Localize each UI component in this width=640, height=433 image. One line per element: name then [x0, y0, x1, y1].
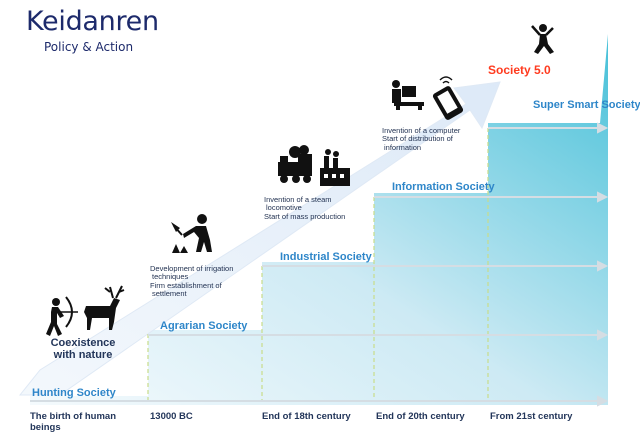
era-label-hunting: Hunting Society	[32, 387, 116, 399]
description-line: settlement	[152, 289, 187, 299]
information-description: Invention of a computer Start of distrib…	[382, 126, 461, 152]
computer-user-icon	[392, 80, 424, 110]
description-line: Invention of a steam	[264, 195, 332, 204]
description-line: Firm establishment of	[150, 280, 222, 290]
agrarian-description: Development of irrigation techniques Fir…	[150, 264, 234, 299]
era-dividers	[147, 128, 489, 400]
archer-icon	[46, 296, 78, 336]
stair-background	[30, 34, 608, 405]
era-label-super-smart: Super Smart Society	[533, 99, 640, 111]
era-label-industrial: Industrial Society	[280, 251, 372, 263]
farmer-icon	[171, 214, 212, 253]
smartphone-icon	[432, 76, 464, 120]
coexistence-label: Coexistence with nature	[50, 337, 116, 361]
industrial-description: Invention of a steam locomotive Start of…	[264, 195, 346, 221]
progress-arrow	[18, 81, 501, 396]
era-label-agrarian: Agrarian Society	[160, 320, 248, 332]
description-line: Development of irrigation	[150, 264, 234, 273]
description-line: techniques	[152, 272, 189, 282]
timeline-label-origin: The birth of human beings	[30, 411, 117, 433]
era-label-society-5: Society 5.0	[488, 63, 551, 77]
era-label-information: Information Society	[392, 181, 495, 193]
description-line: Start of distribution of	[382, 134, 453, 144]
description-line: locomotive	[266, 203, 302, 213]
description-line: Start of mass production	[264, 211, 346, 221]
jumping-person-icon	[531, 24, 554, 54]
timeline-label-18th-century: End of 18th century	[262, 411, 351, 422]
timeline-label-21st-century: From 21st century	[490, 411, 573, 422]
timeline-label-20th-century: End of 20th century	[376, 411, 465, 422]
timeline-label-13000bc: 13000 BC	[150, 411, 193, 422]
deer-icon	[84, 285, 125, 330]
era-arrows	[30, 122, 609, 407]
description-line: Invention of a computer	[382, 126, 461, 135]
description-line: information	[384, 142, 422, 152]
steam-locomotive-icon	[278, 145, 312, 183]
brand-subtitle: Policy & Action	[44, 40, 134, 54]
factory-icon	[320, 149, 350, 186]
brand-title: Keidanren	[26, 6, 159, 37]
